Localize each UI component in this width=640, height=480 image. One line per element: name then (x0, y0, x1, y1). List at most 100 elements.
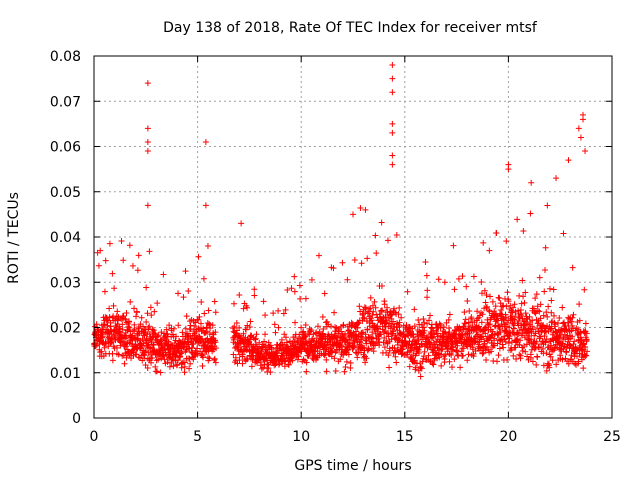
data-point (495, 294, 502, 301)
data-point (380, 329, 387, 336)
data-point (569, 264, 576, 271)
data-point (109, 357, 116, 364)
data-point (534, 307, 541, 314)
data-point (351, 256, 358, 263)
data-point (201, 310, 208, 317)
data-point (230, 351, 237, 358)
y-tick-label: 0.07 (50, 94, 81, 110)
data-point (410, 358, 417, 365)
data-point (158, 329, 165, 336)
data-point (169, 355, 176, 362)
data-point (157, 369, 164, 376)
data-point (180, 294, 187, 301)
data-point (392, 353, 399, 360)
data-point (166, 322, 173, 329)
data-point (552, 321, 559, 328)
data-point (113, 344, 120, 351)
data-point (149, 355, 156, 362)
data-point (194, 345, 201, 352)
data-point (508, 338, 515, 345)
data-point (398, 314, 405, 321)
data-point (212, 329, 219, 336)
data-point (445, 340, 452, 347)
data-point (536, 308, 543, 315)
data-point (362, 331, 369, 338)
data-point (575, 125, 582, 132)
data-point (197, 336, 204, 343)
data-point (413, 338, 420, 345)
data-point (517, 337, 524, 344)
data-point (314, 323, 321, 330)
data-point (342, 363, 349, 370)
data-point (418, 341, 425, 348)
data-point (511, 316, 518, 323)
data-point (272, 329, 279, 336)
data-point (359, 334, 366, 341)
y-tick-label: 0.01 (50, 366, 81, 382)
data-point (175, 290, 182, 297)
data-point (569, 333, 576, 340)
data-point (399, 343, 406, 350)
data-point (536, 274, 543, 281)
data-point (291, 273, 298, 280)
data-point (243, 326, 250, 333)
data-point (505, 166, 512, 173)
data-point (143, 318, 150, 325)
data-point (492, 303, 499, 310)
data-point (344, 347, 351, 354)
data-point (150, 341, 157, 348)
data-point (546, 364, 553, 371)
data-point (517, 352, 524, 359)
data-point (505, 298, 512, 305)
data-point (520, 228, 527, 235)
data-point (131, 305, 138, 312)
data-point (478, 279, 485, 286)
data-point (206, 320, 213, 327)
data-point (106, 313, 113, 320)
data-point (381, 344, 388, 351)
data-point (332, 367, 339, 374)
data-point (191, 323, 198, 330)
data-point (455, 275, 462, 282)
data-point (366, 323, 373, 330)
data-point (510, 325, 517, 332)
data-point (319, 330, 326, 337)
data-point (118, 237, 125, 244)
data-point (427, 312, 434, 319)
data-point (381, 301, 388, 308)
data-point (459, 273, 466, 280)
data-point (526, 313, 533, 320)
data-point (337, 341, 344, 348)
data-point (285, 361, 292, 368)
data-point (385, 352, 392, 359)
data-point (248, 363, 255, 370)
data-point (499, 341, 506, 348)
data-point (435, 276, 442, 283)
data-point (122, 316, 129, 323)
data-point (144, 148, 151, 155)
data-point (182, 268, 189, 275)
data-point (131, 326, 138, 333)
data-point (148, 312, 155, 319)
data-point (417, 373, 424, 380)
data-point (206, 355, 213, 362)
data-point (537, 333, 544, 340)
data-point (389, 62, 396, 69)
data-point (213, 345, 220, 352)
data-point (546, 285, 553, 292)
data-point (479, 311, 486, 318)
data-point (514, 216, 521, 223)
data-point (200, 354, 207, 361)
data-point (537, 301, 544, 308)
data-point (577, 134, 584, 141)
data-point (446, 311, 453, 318)
data-point (205, 307, 212, 314)
data-point (236, 292, 243, 299)
data-point (411, 357, 418, 364)
data-point (196, 313, 203, 320)
data-point (482, 330, 489, 337)
data-point (303, 359, 310, 366)
data-point (389, 152, 396, 159)
data-point (144, 310, 151, 317)
data-point (152, 363, 159, 370)
